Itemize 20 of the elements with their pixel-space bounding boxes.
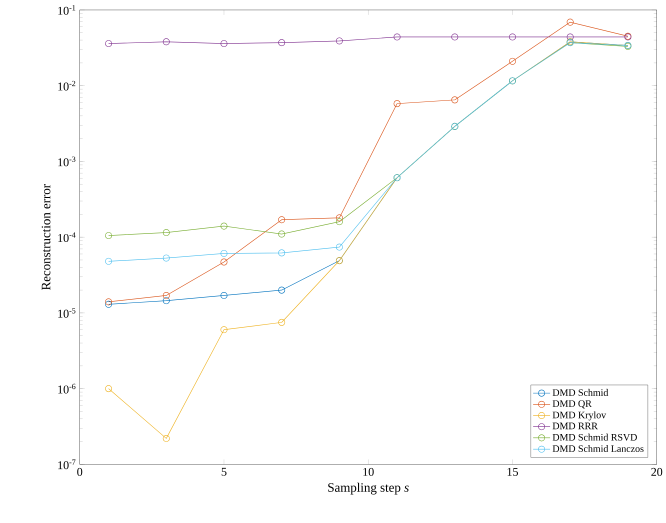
y-tick-label: 10$^{-6}$	[58, 384, 76, 394]
legend-label: DMD RRR	[552, 422, 598, 430]
legend-label: DMD Schmid	[552, 388, 608, 396]
y-tick-label: 10$^{-2}$	[58, 80, 76, 90]
y-tick-label: 10$^{-7}$	[58, 459, 76, 470]
y-tick-label: 10$^{-3}$	[58, 156, 76, 166]
x-tick-label: 5	[222, 468, 226, 476]
legend-label: DMD QR	[552, 400, 592, 408]
x-tick-label: 0	[77, 468, 82, 476]
y-tick-label: 10$^{-5}$	[58, 308, 76, 318]
legend-label: DMD Krylov	[552, 411, 606, 420]
legend-label: DMD Schmid Lanczos	[552, 444, 644, 452]
legend-label: DMD Schmid RSVD	[552, 434, 637, 441]
y-tick-label: 10$^{-1}$	[58, 5, 76, 15]
x-tick-label: 15	[508, 468, 518, 476]
x-tick-label: 10	[363, 468, 374, 476]
y-axis-title: Reconstruction error	[42, 184, 50, 290]
y-tick-label: 10$^{-4}$	[58, 232, 76, 242]
x-axis-title: Sampling step s	[328, 482, 409, 494]
x-tick-label: 20	[651, 468, 662, 476]
